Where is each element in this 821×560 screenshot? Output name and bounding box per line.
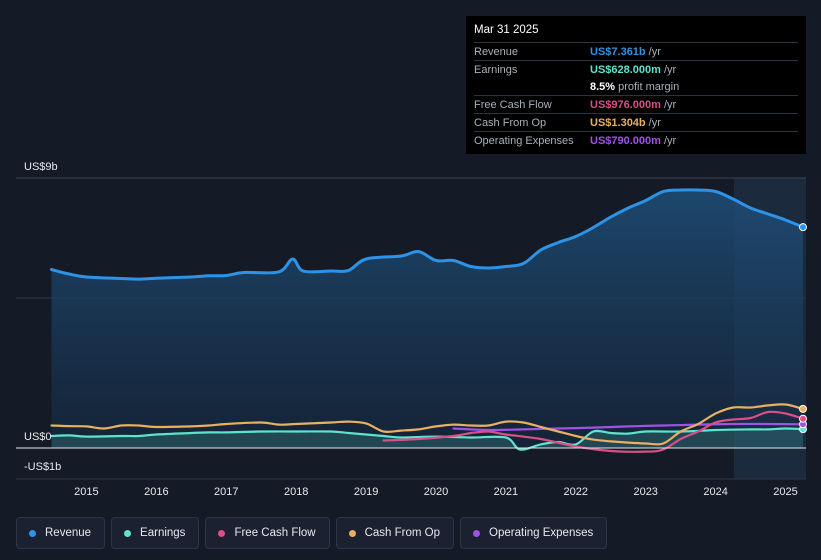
legend-dot-icon [218, 529, 226, 537]
x-tick-label: 2021 [494, 486, 518, 498]
tooltip-label: Revenue [474, 45, 519, 58]
x-tick-label: 2025 [773, 486, 797, 498]
x-tick-label: 2020 [424, 486, 448, 498]
tooltip-value: US$976.000m [590, 98, 661, 111]
tooltip-unit: /yr [663, 134, 677, 147]
tooltip-label: Free Cash Flow [474, 98, 552, 111]
cash-from-op-end-point [799, 404, 807, 413]
tooltip-value: US$790.000m [590, 134, 661, 147]
legend-label: Earnings [140, 527, 186, 539]
tooltip-row-free-cash-flow: Free Cash Flow US$976.000m /yr [474, 96, 798, 114]
tooltip-label: Earnings [474, 63, 518, 76]
tooltip-unit: /yr [648, 45, 661, 58]
revenue-line [50, 188, 805, 281]
legend-item-revenue[interactable]: Revenue [16, 517, 106, 549]
legend-item-cash-from-op[interactable]: Cash From Op [335, 517, 455, 549]
x-tick-label: 2019 [354, 486, 378, 498]
legend-label: Operating Expenses [489, 527, 594, 539]
free-cash-flow-line [382, 410, 805, 453]
tooltip-value: US$628.000m [590, 63, 661, 76]
tooltip-unit: profit margin [618, 80, 680, 93]
tooltip-row-profit-margin: 8.5% profit margin [474, 78, 798, 96]
legend-label: Revenue [45, 527, 92, 539]
legend-item-operating-expenses[interactable]: Operating Expenses [460, 517, 608, 549]
x-tick-label: 2018 [284, 486, 308, 498]
legend-item-free-cash-flow[interactable]: Free Cash Flow [205, 517, 330, 549]
tooltip-value: 8.5% [590, 80, 616, 93]
x-tick-label: 2015 [74, 486, 98, 498]
tooltip-row-cash-from-op: Cash From Op US$1.304b /yr [474, 114, 798, 132]
legend: Revenue Earnings Free Cash Flow Cash Fro… [16, 517, 608, 549]
tooltip-date: Mar 31 2025 [474, 24, 798, 43]
tooltip-row-revenue: Revenue US$7.361b /yr [474, 43, 798, 61]
tooltip-value: US$7.361b [590, 45, 646, 58]
x-tick-label: 2024 [703, 486, 727, 498]
operating-expenses-line [452, 422, 805, 432]
legend-dot-icon [29, 529, 36, 537]
y-label-top: US$9b [24, 161, 58, 173]
y-label-zero: US$0 [24, 431, 52, 443]
tooltip-label: Cash From Op [474, 116, 547, 129]
tooltip-unit: /yr [663, 63, 677, 76]
tooltip-unit: /yr [663, 98, 677, 111]
legend-label: Free Cash Flow [234, 527, 316, 539]
tooltip-label: Operating Expenses [474, 134, 574, 147]
legend-dot-icon [473, 529, 481, 537]
tooltip-value: US$1.304b [590, 116, 646, 129]
free-cash-flow-end-point [799, 414, 807, 423]
y-label-bottom: -US$1b [24, 461, 61, 473]
legend-dot-icon [124, 529, 132, 537]
tooltip-unit: /yr [648, 116, 661, 129]
revenue-area [51, 189, 803, 448]
legend-label: Cash From Op [364, 527, 441, 539]
earnings-line [50, 427, 805, 451]
x-tick-label: 2022 [564, 486, 588, 498]
legend-item-earnings[interactable]: Earnings [111, 517, 200, 549]
tooltip-row-earnings: Earnings US$628.000m /yr [474, 61, 798, 78]
x-tick-label: 2016 [144, 486, 168, 498]
x-tick-label: 2017 [214, 486, 238, 498]
legend-dot-icon [348, 529, 356, 537]
tooltip-row-operating-expenses: Operating Expenses US$790.000m /yr [474, 132, 798, 149]
tooltip: Mar 31 2025 Revenue US$7.361b /yr Earnin… [466, 16, 806, 154]
x-tick-label: 2023 [633, 486, 657, 498]
revenue-end-point [799, 223, 807, 232]
cash-from-op-line [50, 403, 805, 446]
